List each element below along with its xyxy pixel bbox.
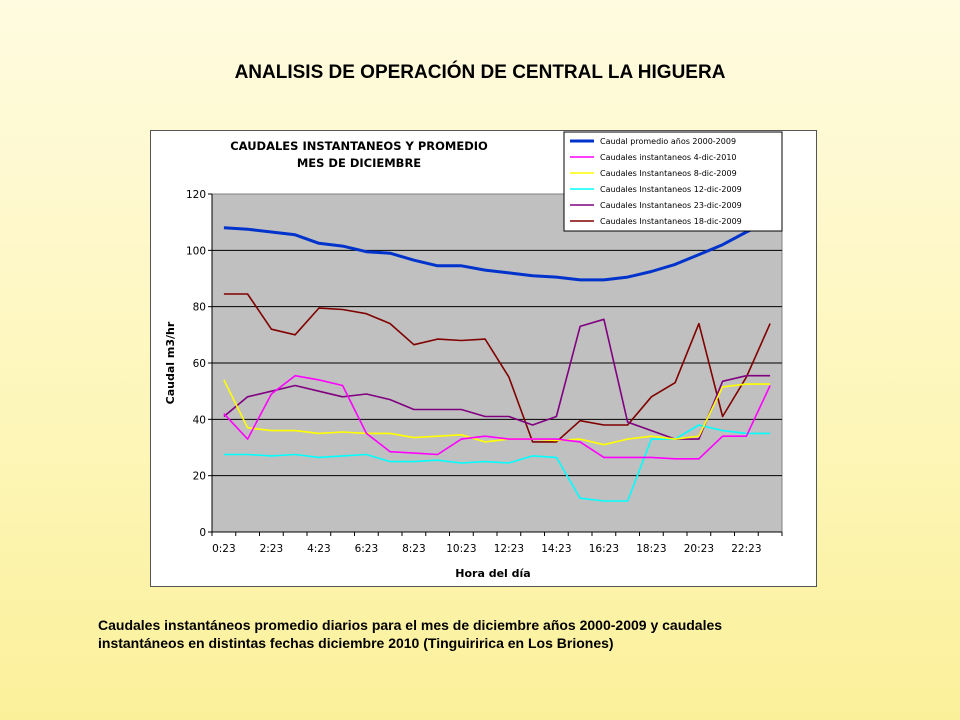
x-axis-label: Hora del día <box>455 567 530 580</box>
y-tick-label: 120 <box>186 189 206 201</box>
y-axis-label: Caudal m3/hr <box>164 321 177 404</box>
caption-line-2: instantáneos en distintas fechas diciemb… <box>98 635 614 651</box>
x-tick-label: 8:23 <box>402 543 426 555</box>
caption-line-1: Caudales instantáneos promedio diarios p… <box>98 617 723 633</box>
x-tick-label: 22:23 <box>731 543 761 555</box>
chart-title-line1: CAUDALES INSTANTANEOS Y PROMEDIO <box>230 139 488 153</box>
series-line-4 <box>223 424 771 502</box>
x-tick-label: 20:23 <box>684 543 714 555</box>
chart-title-line2: MES DE DICIEMBRE <box>297 156 421 170</box>
legend-entry: Caudal promedio años 2000-2009 <box>600 137 736 146</box>
x-tick-label: 4:23 <box>307 543 331 555</box>
x-tick-label: 18:23 <box>636 543 666 555</box>
y-tick-label: 80 <box>193 302 206 314</box>
x-tick-label: 6:23 <box>355 543 379 555</box>
x-tick-label: 0:23 <box>212 543 236 555</box>
legend-entry: Caudales Instantaneos 18-dic-2009 <box>600 217 742 226</box>
legend-box <box>563 131 783 232</box>
legend-entry: Caudales Instantaneos 8-dic-2009 <box>600 169 737 178</box>
legend-entry: Caudales instantaneos 4-dic-2010 <box>600 153 737 162</box>
series-line-1 <box>223 219 771 282</box>
x-tick-label: 14:23 <box>541 543 571 555</box>
chart-frame: CAUDALES INSTANTANEOS Y PROMEDIO MES DE … <box>150 130 817 587</box>
y-tick-label: 40 <box>193 414 206 426</box>
legend: Caudal promedio años 2000-2009 Caudales i… <box>563 131 783 232</box>
line-chart: CAUDALES INSTANTANEOS Y PROMEDIO MES DE … <box>164 131 783 580</box>
y-tick-label: 20 <box>193 471 206 483</box>
page-title: ANALISIS DE OPERACIÓN DE CENTRAL LA HIGU… <box>234 62 726 83</box>
series-line-3 <box>223 379 771 446</box>
series-line-6 <box>223 293 771 443</box>
legend-entry: Caudales Instantaneos 23-dic-2009 <box>600 201 742 210</box>
x-tick-label: 16:23 <box>589 543 619 555</box>
x-tick-label: 12:23 <box>494 543 524 555</box>
y-tick-label: 60 <box>193 358 206 370</box>
x-tick-label: 2:23 <box>260 543 284 555</box>
series-line-2 <box>223 374 771 460</box>
figure-caption: Caudales instantáneos promedio diarios p… <box>98 616 858 652</box>
y-tick-label: 100 <box>186 245 206 257</box>
legend-entry: Caudales Instantaneos 12-dic-2009 <box>600 185 742 194</box>
x-tick-label: 10:23 <box>446 543 476 555</box>
y-tick-label: 0 <box>199 527 206 539</box>
